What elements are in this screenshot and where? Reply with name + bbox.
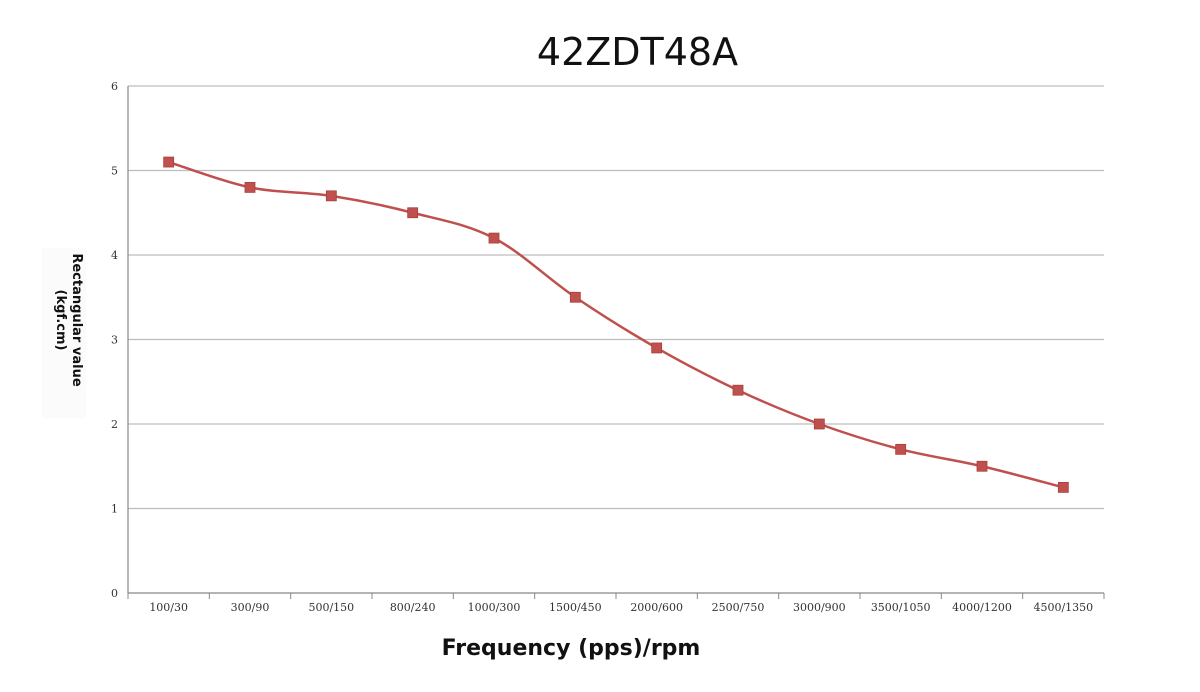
data-point-marker [325,190,337,202]
x-tick-label: 1000/300 [468,601,521,614]
x-tick-label: 3000/900 [793,601,846,614]
x-tick-label: 500/150 [308,601,354,614]
data-point-marker [244,181,256,193]
y-tick-label: 5 [111,165,118,178]
x-tick-label: 800/240 [390,601,436,614]
y-tick-label: 4 [111,249,118,262]
y-tick-label: 1 [111,503,118,516]
x-tick-label: 1500/450 [549,601,602,614]
y-tick-label: 0 [111,587,118,600]
data-point-marker [895,443,907,455]
x-tick-label: 100/30 [149,601,188,614]
x-tick-label: 2500/750 [712,601,765,614]
x-tick-label: 300/90 [231,601,270,614]
chart-title: 42ZDT48A [536,30,739,74]
x-tick-label: 4000/1200 [952,601,1012,614]
data-point-marker [407,207,419,219]
data-point-marker [732,384,744,396]
data-point-marker [976,460,988,472]
data-point-marker [1057,481,1069,493]
ylabel-background [42,248,86,418]
y-tick-label: 6 [111,80,118,93]
data-point-marker [569,291,581,303]
data-point-marker [651,342,663,354]
data-point-marker [163,156,175,168]
x-tick-label: 4500/1350 [1033,601,1093,614]
x-tick-label: 2000/600 [630,601,683,614]
data-point-marker [813,418,825,430]
series-line [168,160,1064,489]
x-tick-label: 3500/1050 [871,601,931,614]
y-tick-label: 3 [111,334,118,347]
y-tick-label: 2 [111,418,118,431]
x-axis-label: Frequency (pps)/rpm [441,636,701,661]
data-point-marker [488,232,500,244]
